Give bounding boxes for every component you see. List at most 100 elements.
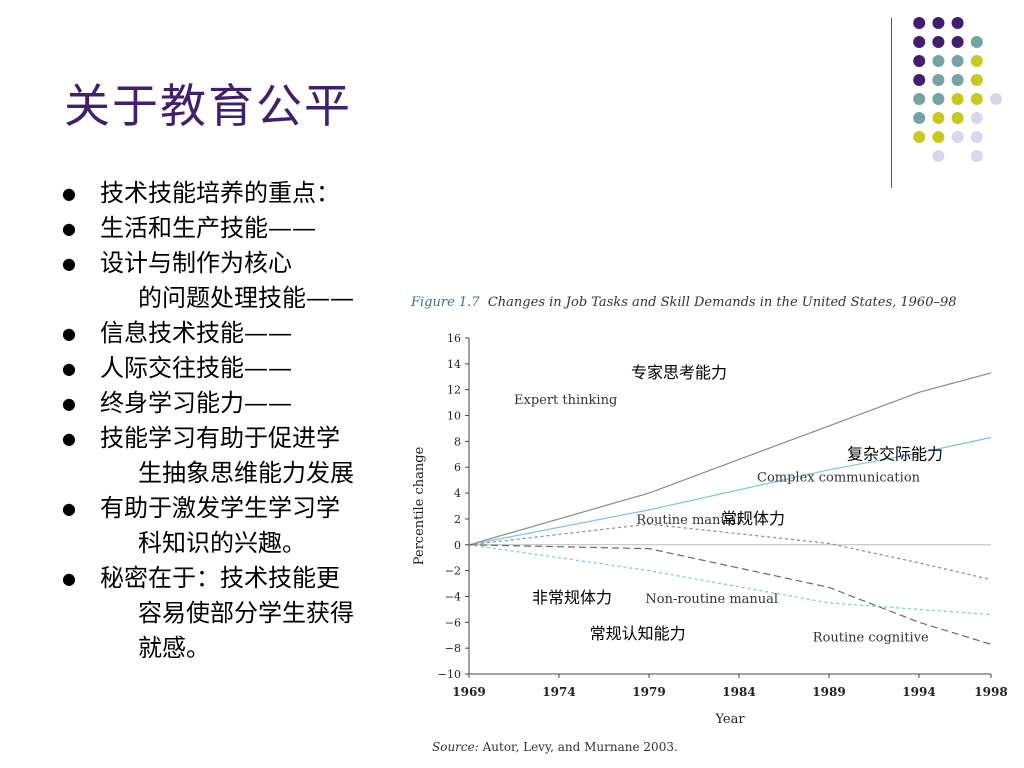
series-line bbox=[468, 523, 992, 581]
decorative-dot bbox=[932, 131, 945, 143]
bullet-text: 有助于激发学生学习学 bbox=[100, 494, 340, 522]
bullet-text: 信息技术技能—— bbox=[100, 319, 292, 347]
y-tick-label: −4 bbox=[445, 590, 461, 603]
bullet-text: 设计与制作为核心 bbox=[100, 249, 292, 277]
decorative-dot bbox=[932, 55, 945, 67]
decorative-dot bbox=[913, 112, 926, 124]
decorative-dot bbox=[932, 112, 945, 124]
series-label-cn: 常规认知能力 bbox=[590, 624, 686, 643]
figure-caption: Figure 1.7 Changes in Job Tasks and Skil… bbox=[411, 295, 957, 310]
decorative-dot bbox=[970, 131, 983, 143]
x-tick-label: 1998 bbox=[974, 685, 1007, 699]
bullet-text-cont: 科知识的兴趣。 bbox=[138, 529, 306, 557]
series-line bbox=[468, 544, 992, 645]
decorative-dot bbox=[970, 93, 983, 105]
y-tick-label: 8 bbox=[454, 435, 461, 448]
series-line bbox=[468, 544, 992, 616]
bullet-text: 人际交往技能—— bbox=[100, 354, 292, 382]
y-tick-label: 2 bbox=[454, 513, 461, 526]
decorative-dot bbox=[951, 112, 964, 124]
series-line bbox=[468, 372, 992, 546]
bullet-text: 生活和生产技能—— bbox=[100, 214, 316, 242]
figure-label: Figure 1.7 bbox=[411, 295, 480, 310]
decorative-dot bbox=[913, 55, 926, 67]
series-label-cn: 复杂交际能力 bbox=[847, 444, 943, 463]
decorative-dot bbox=[970, 112, 983, 124]
y-tick-label: 14 bbox=[447, 358, 461, 371]
bullet-text: 终身学习能力—— bbox=[100, 389, 292, 417]
y-tick-label: 0 bbox=[454, 539, 461, 552]
decorative-dot bbox=[970, 150, 983, 162]
decorative-dot bbox=[932, 36, 945, 48]
decorative-dot bbox=[932, 150, 945, 162]
series-label-cn: 常规体力 bbox=[721, 509, 785, 528]
series-line bbox=[468, 436, 992, 546]
decorative-divider bbox=[891, 18, 892, 188]
decorative-dot bbox=[951, 36, 964, 48]
x-tick-label: 1984 bbox=[722, 685, 755, 699]
bullet-text-cont: 生抽象思维能力发展 bbox=[138, 459, 354, 487]
decorative-dot bbox=[913, 36, 926, 48]
figure-source: Source: Autor, Levy, and Murnane 2003. bbox=[432, 740, 678, 754]
decorative-dot bbox=[951, 93, 964, 105]
x-tick-label: 1969 bbox=[452, 685, 485, 699]
source-text: Autor, Levy, and Murnane 2003. bbox=[482, 740, 678, 754]
decorative-dot-grid bbox=[913, 17, 1002, 162]
bullet-text-cont: 就感。 bbox=[138, 634, 210, 662]
series-label: Expert thinking bbox=[514, 393, 617, 408]
x-tick-label: 1979 bbox=[632, 685, 665, 699]
decorative-dot bbox=[913, 131, 926, 143]
series-label-cn: 专家思考能力 bbox=[631, 363, 727, 382]
decorative-dot bbox=[990, 93, 1002, 105]
bullet-text: 技术技能培养的重点： bbox=[100, 179, 340, 207]
y-tick-label: 10 bbox=[447, 410, 461, 423]
source-label: Source: bbox=[432, 740, 479, 754]
decorative-dot bbox=[913, 74, 926, 86]
x-axis-label: Year bbox=[714, 712, 745, 727]
y-axis-label: Percentile change bbox=[412, 446, 427, 565]
x-tick-label: 1974 bbox=[542, 685, 575, 699]
bullet-item: 人际交往技能—— bbox=[62, 351, 402, 386]
series-label: Routine manual bbox=[636, 513, 740, 528]
decorative-dot bbox=[970, 74, 983, 86]
series-label-cn: 非常规体力 bbox=[532, 588, 612, 607]
y-tick-label: −8 bbox=[445, 642, 461, 655]
bullet-text-cont: 的问题处理技能—— bbox=[138, 284, 354, 312]
decorative-dot bbox=[951, 131, 964, 143]
slide-title: 关于教育公平 bbox=[64, 79, 352, 133]
y-tick-label: −2 bbox=[445, 565, 461, 578]
decorative-dot bbox=[932, 74, 945, 86]
bullet-item: 信息技术技能—— bbox=[62, 316, 402, 351]
x-tick-label: 1989 bbox=[812, 685, 845, 699]
decorative-dot bbox=[951, 17, 964, 29]
y-tick-label: 12 bbox=[447, 384, 461, 397]
series-label: Routine cognitive bbox=[813, 631, 929, 646]
bullet-item: 技术技能培养的重点： bbox=[62, 176, 402, 211]
y-tick-label: −6 bbox=[445, 616, 461, 629]
decorative-dot bbox=[932, 17, 945, 29]
bullet-text-cont: 容易使部分学生获得 bbox=[138, 599, 354, 627]
decorative-dot bbox=[951, 55, 964, 67]
bullet-item: 终身学习能力—— bbox=[62, 386, 402, 421]
figure-caption-text: Changes in Job Tasks and Skill Demands i… bbox=[487, 295, 957, 310]
y-tick-label: 6 bbox=[454, 461, 461, 474]
decorative-dot bbox=[951, 74, 964, 86]
series-label: Complex communication bbox=[757, 470, 921, 485]
bullet-text: 秘密在于：技术技能更 bbox=[100, 564, 340, 592]
series-label: Non-routine manual bbox=[645, 592, 778, 607]
bullet-item: 生活和生产技能—— bbox=[62, 211, 402, 246]
decorative-dot bbox=[970, 36, 983, 48]
y-tick-label: −10 bbox=[438, 668, 461, 681]
x-tick-label: 1994 bbox=[902, 685, 935, 699]
decorative-dot bbox=[932, 93, 945, 105]
decorative-dot bbox=[970, 55, 983, 67]
y-tick-label: 4 bbox=[454, 487, 461, 500]
decorative-dot bbox=[913, 17, 926, 29]
bullet-text: 技能学习有助于促进学 bbox=[100, 424, 340, 452]
